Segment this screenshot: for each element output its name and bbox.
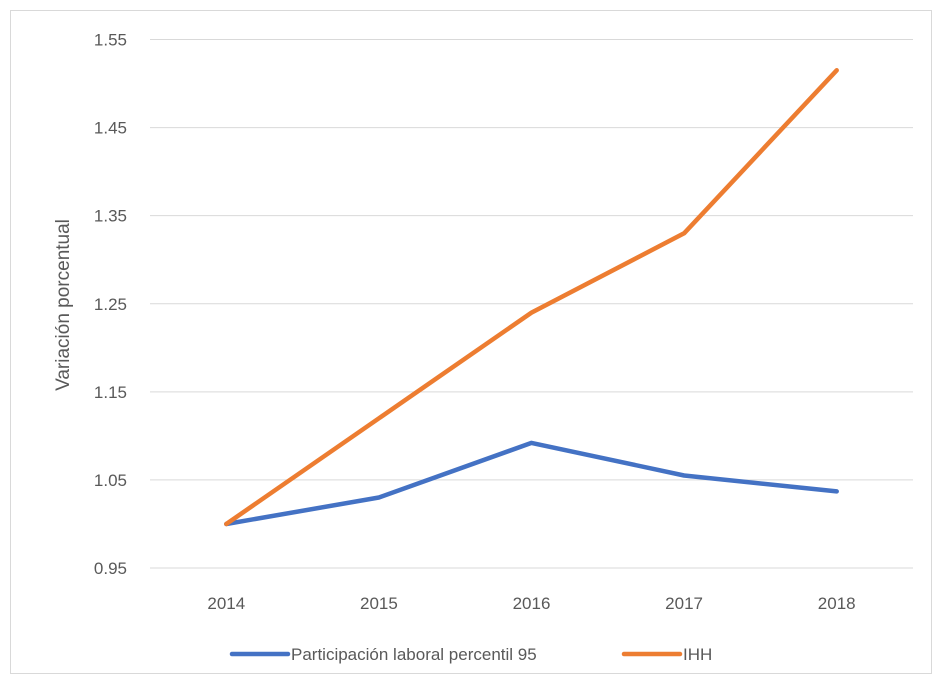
y-tick-label: 1.55 bbox=[94, 31, 127, 50]
y-tick-label: 0.95 bbox=[94, 559, 127, 578]
x-tick-label: 2017 bbox=[665, 594, 703, 613]
y-tick-label: 1.45 bbox=[94, 119, 127, 138]
x-axis-ticks: 2014 2015 2016 2017 2018 bbox=[207, 594, 855, 613]
series-line-1 bbox=[224, 68, 839, 527]
series-line-0 bbox=[224, 440, 839, 527]
series-lines bbox=[224, 68, 839, 527]
chart-frame bbox=[10, 10, 932, 674]
x-tick-label: 2014 bbox=[207, 594, 245, 613]
y-tick-label: 1.15 bbox=[94, 383, 127, 402]
legend-label: Participación laboral percentil 95 bbox=[291, 645, 537, 664]
y-tick-label: 1.05 bbox=[94, 471, 127, 490]
x-tick-label: 2015 bbox=[360, 594, 398, 613]
x-tick-label: 2016 bbox=[513, 594, 551, 613]
y-axis-label: Variación porcentual bbox=[53, 219, 74, 391]
y-axis-ticks: 0.95 1.05 1.15 1.25 1.35 1.45 1.55 bbox=[94, 31, 127, 579]
y-tick-label: 1.25 bbox=[94, 295, 127, 314]
legend: Participación laboral percentil 95 IHH bbox=[229, 645, 712, 664]
x-tick-label: 2018 bbox=[818, 594, 856, 613]
legend-label: IHH bbox=[683, 645, 712, 664]
y-tick-label: 1.35 bbox=[94, 207, 127, 226]
